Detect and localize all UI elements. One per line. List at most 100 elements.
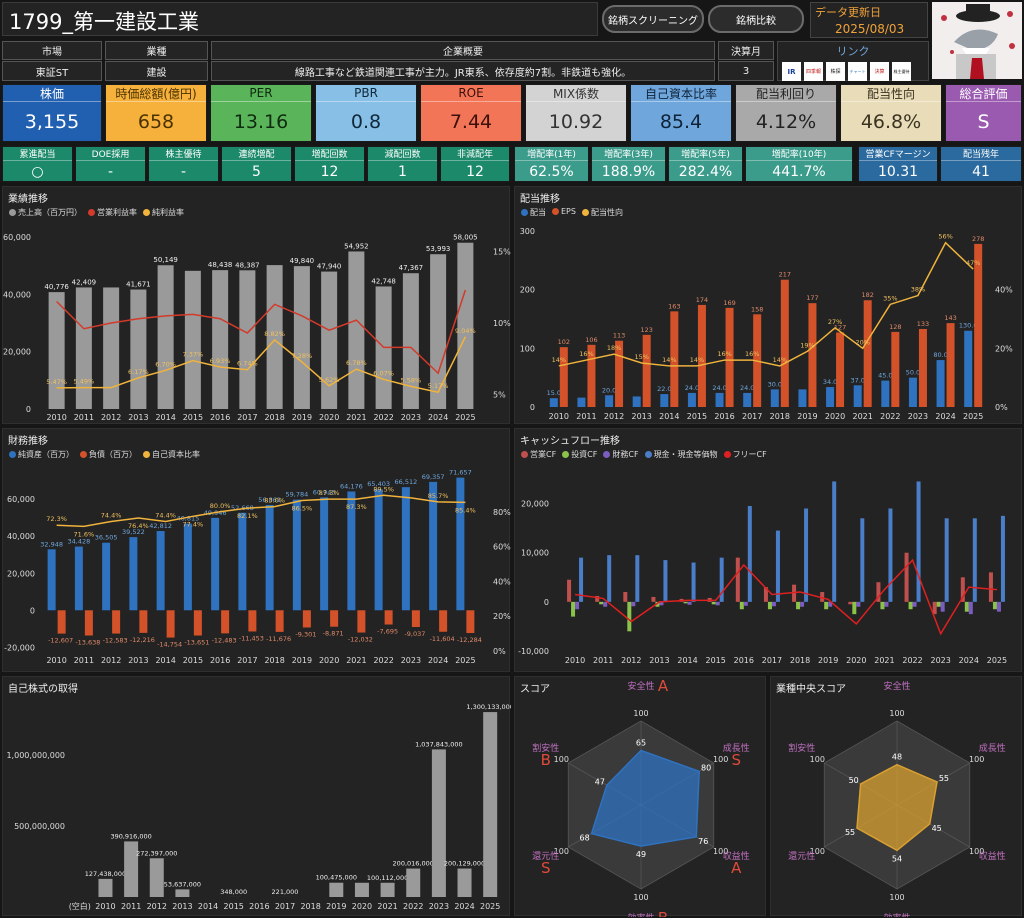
y2-tick-label: 60%	[493, 543, 511, 552]
financing-cf-bar	[968, 601, 973, 615]
sales-bar	[212, 270, 229, 409]
liabilities-bar	[384, 610, 393, 625]
sales-label: 47,940	[317, 263, 342, 271]
payout-label: 38%	[911, 286, 925, 294]
x-tick-label: 2025	[987, 656, 1007, 665]
sales-label: 54,952	[344, 242, 369, 250]
chart-link-icon[interactable]: チャート	[848, 62, 867, 81]
investing-cf-bar	[711, 601, 716, 605]
x-tick-label: 2016	[210, 656, 230, 665]
liabilities-bar	[221, 610, 230, 634]
shikiho-link-icon[interactable]: 四季報	[804, 62, 823, 81]
x-tick-label: 2013	[128, 656, 148, 665]
radar-axis-label: 安全性	[883, 680, 910, 692]
stat-value: 41	[972, 163, 990, 180]
x-tick-label: 2024	[428, 656, 448, 665]
score-radar: 100安全性A65100成長性S80100収益性A76100効率性B49100還…	[532, 677, 750, 917]
eps-label: 174	[696, 296, 708, 304]
liabilities-bar	[112, 610, 121, 634]
operating-cf-bar	[763, 587, 768, 602]
liabilities-label: -7,695	[377, 628, 398, 636]
metric-label: MIX係数	[526, 85, 626, 102]
y2-tick-label: 0%	[995, 403, 1008, 412]
eps-bar	[642, 334, 651, 407]
industry-value: 建設	[105, 61, 208, 81]
radar-value: 65	[636, 738, 646, 747]
x-tick-label: 2019	[292, 413, 312, 422]
radar-value: 76	[698, 837, 708, 846]
liabilities-bar	[193, 610, 202, 636]
free-cf-line	[574, 558, 998, 636]
sales-bar	[457, 242, 474, 409]
x-tick-label: 2024	[428, 413, 448, 422]
radar-max-label: 100	[633, 709, 648, 718]
x-tick-label: 2022	[403, 902, 423, 911]
liabilities-label: -14,754	[157, 641, 182, 649]
investing-cf-bar	[655, 601, 660, 607]
equity-ratio-label: 82.1%	[237, 512, 258, 520]
metric-tile: 自己資本比率 85.4	[630, 84, 732, 142]
yutai-link-icon[interactable]: 株主優待	[892, 62, 911, 81]
x-tick-label: 2013	[172, 902, 192, 911]
radar-axis-label: 効率性	[883, 912, 910, 917]
stat-value: 282.4%	[678, 163, 733, 180]
buyback-bar	[354, 882, 369, 897]
y2-tick-label: 0%	[493, 647, 506, 656]
stock-screening-button[interactable]: 銘柄スクリーニング	[602, 5, 704, 33]
legend-free-cf: フリーCF	[723, 449, 767, 460]
equity-ratio-label: 71.6%	[74, 530, 95, 538]
stock-compare-button[interactable]: 銘柄比較	[708, 5, 804, 33]
metric-tile: 総合評価 S	[945, 84, 1022, 142]
y-tick-label: 10,000	[521, 549, 549, 558]
y-tick-label: 40,000	[7, 532, 35, 541]
eps-label: 158	[751, 305, 763, 313]
stat-label: 減配回数	[368, 147, 437, 161]
radar-max-label: 100	[554, 755, 569, 764]
financing-cf-bar	[743, 601, 748, 606]
kabutan-link-icon[interactable]: 株探	[826, 62, 845, 81]
sales-label: 40,776	[44, 283, 69, 291]
metric-value: 13.16	[233, 111, 289, 133]
score-panel: スコア 100安全性A65100成長性S80100収益性A76100効率性B49…	[514, 676, 766, 917]
legend-financing-cf: 財務CF	[603, 449, 639, 460]
x-tick-label: 2021	[346, 413, 366, 422]
cash-bar	[579, 557, 584, 602]
net-assets-bar	[74, 546, 83, 611]
payout-label: 18%	[607, 344, 621, 352]
earnings-link-icon[interactable]: 決算	[870, 62, 889, 81]
radar-area	[590, 749, 700, 847]
x-tick-label: 2011	[74, 656, 94, 665]
industry-score-panel: 業種中央スコア 100安全性48100成長性55100収益性45100効率性54…	[770, 676, 1022, 917]
x-tick-label: 2025	[480, 902, 500, 911]
radar-grade: B	[658, 909, 668, 917]
net-assets-bar	[374, 489, 383, 611]
net-assets-label: 66,512	[395, 478, 418, 486]
sales-label: 58,005	[453, 234, 478, 242]
y-tick-label: -10,000	[518, 647, 549, 656]
equity-ratio-label: 80.0%	[210, 502, 231, 510]
stat-label: 増配回数	[295, 147, 364, 161]
investing-cf-bar	[992, 601, 997, 610]
metric-label: 総合評価	[946, 85, 1021, 102]
x-tick-label: 2014	[155, 413, 175, 422]
stat-label: 営業CFマージン	[859, 147, 937, 161]
stat-label: 連続増配	[222, 147, 291, 161]
payout-label: 16%	[717, 350, 731, 358]
x-tick-label: 2020	[846, 656, 866, 665]
liabilities-label: -12,583	[103, 637, 128, 645]
stat-value: 5	[252, 163, 261, 180]
eps-bar	[725, 307, 734, 407]
x-tick-label: 2016	[734, 656, 754, 665]
metric-tile: PER 13.16	[210, 84, 312, 142]
radar-max-label: 100	[969, 847, 984, 856]
ir-link-icon[interactable]: IR	[782, 62, 801, 81]
net-margin-label: 5.58%	[401, 376, 422, 384]
metric-label: 配当性向	[841, 85, 941, 102]
radar-value: 54	[892, 854, 902, 863]
dividend-label: 37.0	[850, 376, 864, 384]
stat-value: 62.5%	[529, 163, 574, 180]
x-tick-label: 2016	[210, 413, 230, 422]
metric-value: 658	[137, 111, 175, 133]
liabilities-label: -12,607	[48, 637, 73, 645]
x-tick-label: 2015	[224, 902, 244, 911]
